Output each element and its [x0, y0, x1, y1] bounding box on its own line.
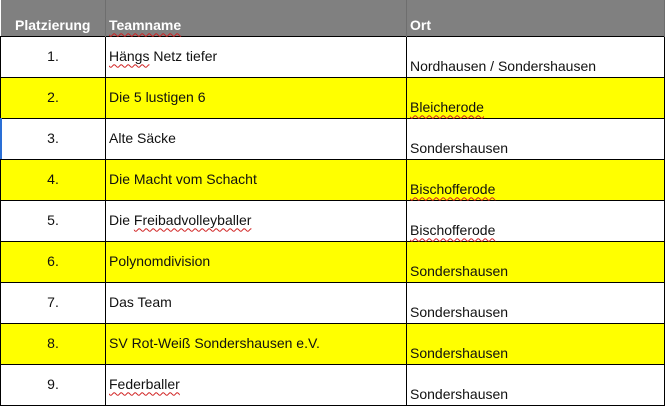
table-row: 7. Das Team Sondershausen — [0, 281, 665, 324]
rank-cell[interactable]: 1. — [0, 35, 106, 78]
teamname-cell[interactable]: Federballer — [105, 363, 407, 406]
table-row: 1. Hängs Netz tiefer Nordhausen / Sondersh… — [0, 35, 665, 78]
rank-cell[interactable]: 7. — [0, 281, 106, 324]
cell-selection-marker — [0, 118, 2, 159]
rank-cell[interactable]: 6. — [0, 240, 106, 283]
ort-cell[interactable]: Nordhausen / Sondershausen — [406, 35, 665, 78]
table-row: 9. Federballer Sondershausen — [0, 363, 665, 406]
table-row: 5. Die Freibadvolleyballer Bischofferode — [0, 199, 665, 242]
teamname-cell[interactable]: Die Freibadvolleyballer — [105, 199, 407, 242]
table-row: 6. Polynomdivision Sondershausen — [0, 240, 665, 283]
table-row: 4. Die Macht vom Schacht Bischofferode — [0, 158, 665, 201]
rank-cell[interactable]: 2. — [0, 76, 106, 119]
table-row: 8. SV Rot-Weiß Sondershausen e.V. Sondersh… — [0, 322, 665, 365]
ort-cell[interactable]: Bischofferode — [406, 199, 665, 242]
rank-cell[interactable]: 9. — [0, 363, 106, 406]
ort-cell[interactable]: Sondershausen — [406, 240, 665, 283]
header-teamname-text: Teamname — [109, 16, 182, 33]
rank-cell[interactable]: 8. — [0, 322, 106, 365]
ort-cell[interactable]: Sondershausen — [406, 363, 665, 406]
ort-cell[interactable]: Sondershausen — [406, 322, 665, 365]
teamname-cell[interactable]: Polynomdivision — [105, 240, 407, 283]
header-row: Platzierung Teamname Ort — [0, 0, 665, 36]
ort-cell[interactable]: Bleicherode — [406, 76, 665, 119]
teamname-cell[interactable]: SV Rot-Weiß Sondershausen e.V. — [105, 322, 407, 365]
header-teamname: Teamname — [105, 0, 407, 36]
header-platzierung: Platzierung — [0, 0, 106, 36]
header-ort: Ort — [406, 0, 665, 36]
rank-cell[interactable]: 3. — [0, 117, 106, 160]
teamname-cell[interactable]: Alte Säcke — [105, 117, 407, 160]
teamname-cell[interactable]: Hängs Netz tiefer — [105, 35, 407, 78]
rank-cell[interactable]: 4. — [0, 158, 106, 201]
teamname-cell[interactable]: Die 5 lustigen 6 — [105, 76, 407, 119]
rank-cell[interactable]: 5. — [0, 199, 106, 242]
table-row: 3. Alte Säcke Sondershausen — [0, 117, 665, 160]
ort-cell[interactable]: Sondershausen — [406, 281, 665, 324]
table-row: 2. Die 5 lustigen 6 Bleicherode — [0, 76, 665, 119]
teamname-cell[interactable]: Das Team — [105, 281, 407, 324]
teamname-cell[interactable]: Die Macht vom Schacht — [105, 158, 407, 201]
ort-cell[interactable]: Bischofferode — [406, 158, 665, 201]
ort-cell[interactable]: Sondershausen — [406, 117, 665, 160]
